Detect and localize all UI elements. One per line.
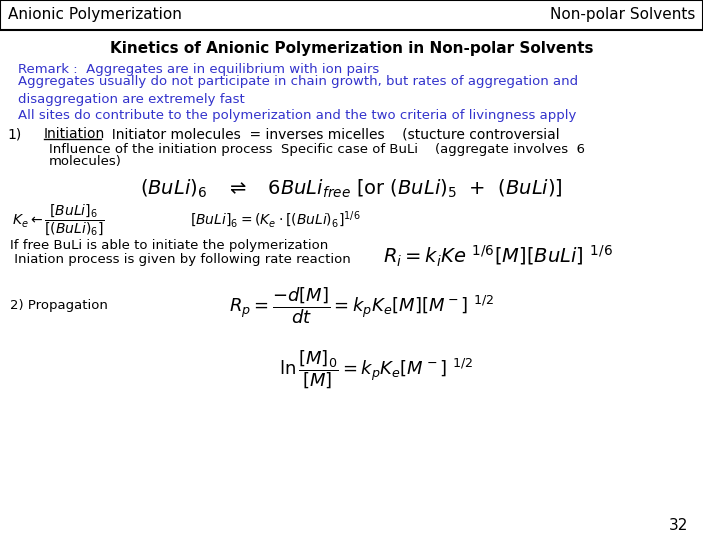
Text: If free BuLi is able to initiate the polymerization: If free BuLi is able to initiate the pol… <box>10 240 328 253</box>
Text: $(BuLi)_6$   $\rightleftharpoons$   $6BuLi_{free}$ [or $(BuLi)_5$  +  $(BuLi)$]: $(BuLi)_6$ $\rightleftharpoons$ $6BuLi_{… <box>140 178 563 200</box>
Text: molecules): molecules) <box>49 156 122 168</box>
Text: $R_i=k_i Ke$ $^{1/6}$$[M][BuLi]$ $^{1/6}$: $R_i=k_i Ke$ $^{1/6}$$[M][BuLi]$ $^{1/6}… <box>383 244 613 268</box>
Text: $K_e\leftarrow\dfrac{[BuLi]_6}{[(BuLi)_6]}$: $K_e\leftarrow\dfrac{[BuLi]_6}{[(BuLi)_6… <box>12 202 104 238</box>
FancyBboxPatch shape <box>0 0 703 30</box>
Text: Initiation: Initiation <box>44 127 105 141</box>
Text: 1): 1) <box>8 127 22 141</box>
Text: Remark :  Aggregates are in equilibrium with ion pairs: Remark : Aggregates are in equilibrium w… <box>17 64 379 77</box>
Text: $\ln\dfrac{[M]_0}{[M]}=k_pK_e[M^-]$ $^{1/2}$: $\ln\dfrac{[M]_0}{[M]}=k_pK_e[M^-]$ $^{1… <box>279 349 473 391</box>
Text: 32: 32 <box>669 517 688 532</box>
Text: Influence of the initiation process  Specific case of BuLi    (aggregate involve: Influence of the initiation process Spec… <box>49 144 585 157</box>
Text: $[BuLi]_6 = (K_e \cdot [(BuLi)_6]^{1/6}$: $[BuLi]_6 = (K_e \cdot [(BuLi)_6]^{1/6}$ <box>191 210 361 230</box>
Text: Non-polar Solvents: Non-polar Solvents <box>550 8 696 23</box>
Text: 2) Propagation: 2) Propagation <box>10 300 108 313</box>
Text: Aggregates usually do not participate in chain growth, but rates of aggregation : Aggregates usually do not participate in… <box>17 75 577 105</box>
Text: Initiator molecules  = inverses micelles    (stucture controversial: Initiator molecules = inverses micelles … <box>102 127 559 141</box>
Text: Anionic Polymerization: Anionic Polymerization <box>8 8 181 23</box>
Text: $R_p=\dfrac{-d[M]}{dt}=k_pK_e[M][M^-]$ $^{1/2}$: $R_p=\dfrac{-d[M]}{dt}=k_pK_e[M][M^-]$ $… <box>229 286 494 326</box>
Text: Kinetics of Anionic Polymerization in Non-polar Solvents: Kinetics of Anionic Polymerization in No… <box>110 40 593 56</box>
Text: Iniation process is given by following rate reaction: Iniation process is given by following r… <box>10 253 351 267</box>
Text: All sites do contribute to the polymerization and the two criteria of livingness: All sites do contribute to the polymeriz… <box>17 110 576 123</box>
